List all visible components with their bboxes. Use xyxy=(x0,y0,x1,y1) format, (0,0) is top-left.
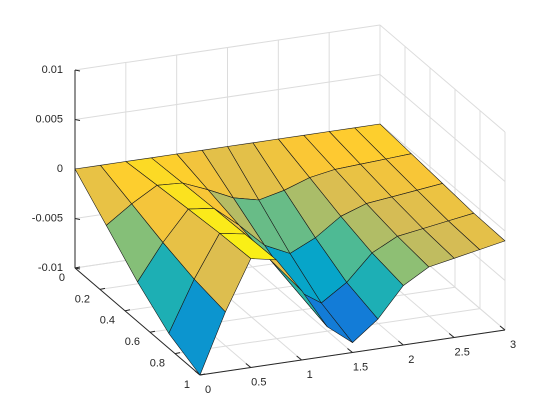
y-tick-label: 0.2 xyxy=(75,293,90,305)
x-tick-label: 1.5 xyxy=(353,361,368,373)
y-tick-label: 1 xyxy=(184,379,190,391)
y-tick xyxy=(99,287,106,290)
x-tick-label: 1 xyxy=(307,369,313,381)
grid-line xyxy=(379,74,506,182)
x-tick-label: 0 xyxy=(205,384,211,396)
x-tick xyxy=(296,355,302,361)
z-tick xyxy=(74,218,81,220)
y-tick xyxy=(149,330,156,333)
y-tick xyxy=(124,309,131,312)
z-tick-label: -0.005 xyxy=(32,212,63,224)
grid-line xyxy=(379,123,506,232)
x-tick xyxy=(347,348,353,353)
x-tick-label: 2.5 xyxy=(455,346,470,358)
x-tick-label: 3 xyxy=(510,339,516,351)
grid-line xyxy=(379,24,506,133)
z-tick xyxy=(74,69,81,72)
y-tick xyxy=(174,352,181,355)
y-tick-label: 0.4 xyxy=(100,315,115,327)
x-tick xyxy=(398,340,404,346)
z-tick-label: 0.01 xyxy=(42,64,63,76)
z-tick-label: 0.005 xyxy=(35,113,63,125)
surface-patch xyxy=(168,278,226,376)
x-tick xyxy=(499,325,506,331)
x-tick-label: 2 xyxy=(408,354,414,366)
z-tick xyxy=(74,267,81,270)
z-tick-label: 0 xyxy=(57,163,63,175)
y-tick-label: 0 xyxy=(59,272,65,284)
grid-line xyxy=(74,74,381,120)
x-tick xyxy=(448,333,455,338)
y-tick-label: 0.8 xyxy=(150,358,165,370)
grid-line xyxy=(174,308,481,355)
z-tick-label: -0.01 xyxy=(38,262,63,274)
y-tick-label: 0.6 xyxy=(125,336,140,348)
x-tick xyxy=(245,363,252,368)
grid-line xyxy=(74,24,381,71)
z-tick xyxy=(74,119,81,121)
y-axis xyxy=(74,267,201,376)
x-tick-label: 0.5 xyxy=(251,376,266,388)
y-tick xyxy=(199,373,206,376)
